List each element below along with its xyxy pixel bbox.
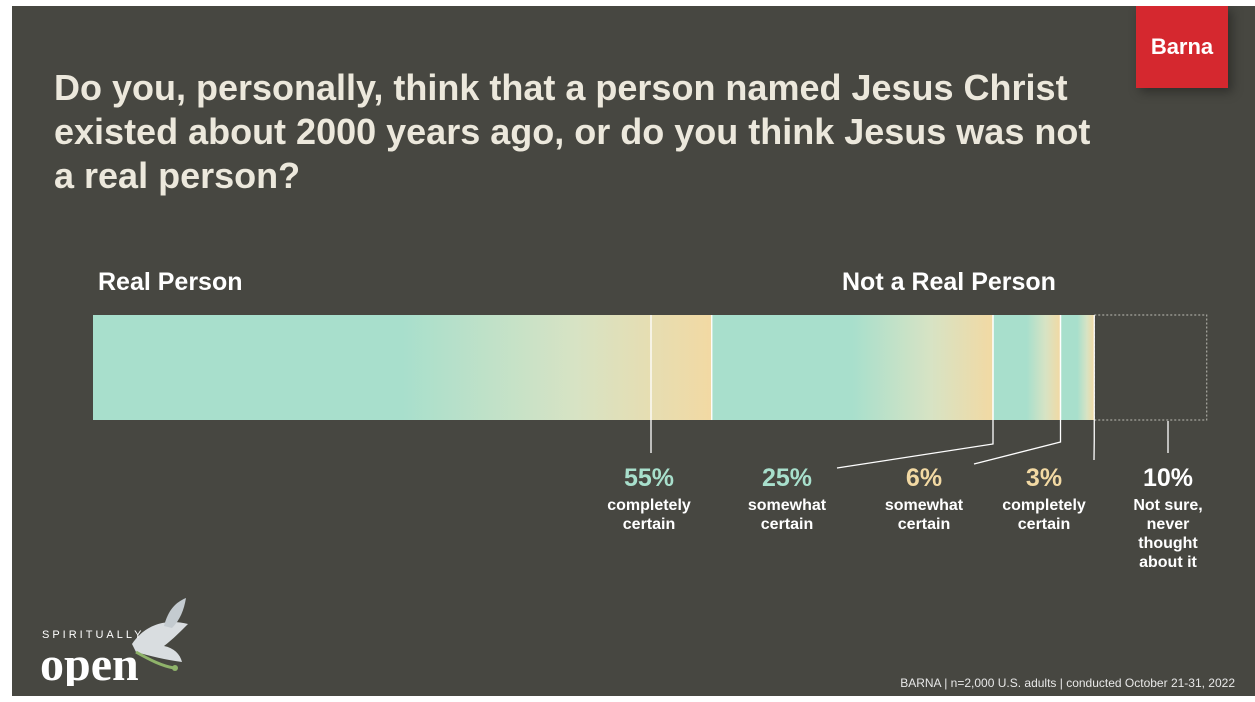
value-label-5: 10% [1143,464,1193,492]
source-note: BARNA | n=2,000 U.S. adults | conducted … [900,676,1235,690]
spiritually-open-logo: SPIRITUALLY open [40,598,188,686]
value-label-4: 3% [1026,464,1062,492]
category-label-1: completely certain [607,497,691,533]
category-label-5: Not sure, never thought about it [1133,497,1202,571]
category-label-4: completely certain [1002,497,1086,533]
question-title: Do you, personally, think that a person … [54,67,1091,196]
value-label-3: 6% [906,464,942,492]
slide: Barna Do you, personally, think that a p… [12,6,1255,696]
value-label-2: 25% [762,464,812,492]
category-label-2: somewhat certain [748,497,827,533]
tagline-top: SPIRITUALLY [42,629,145,641]
bar-segment-3 [993,315,1061,420]
real-person-label: Real Person [98,268,243,296]
category-label-3: somewhat certain [885,497,964,533]
bar-segment-5 [1093,314,1208,421]
tagline-bottom: open [40,638,139,686]
barna-logo: Barna [1136,6,1228,88]
bar-segment-2 [711,315,993,420]
bar-segment-4 [1060,315,1095,420]
not-real-person-label: Not a Real Person [842,268,1056,296]
stacked-bar-chart: 55% completely certain 25% somewhat certain 6%… [93,314,1208,571]
dove-icon [132,598,188,671]
bar-segment-1 [93,315,712,420]
value-label-1: 55% [624,464,674,492]
leader-line-3 [973,315,1062,465]
leader-line-2 [836,315,994,469]
